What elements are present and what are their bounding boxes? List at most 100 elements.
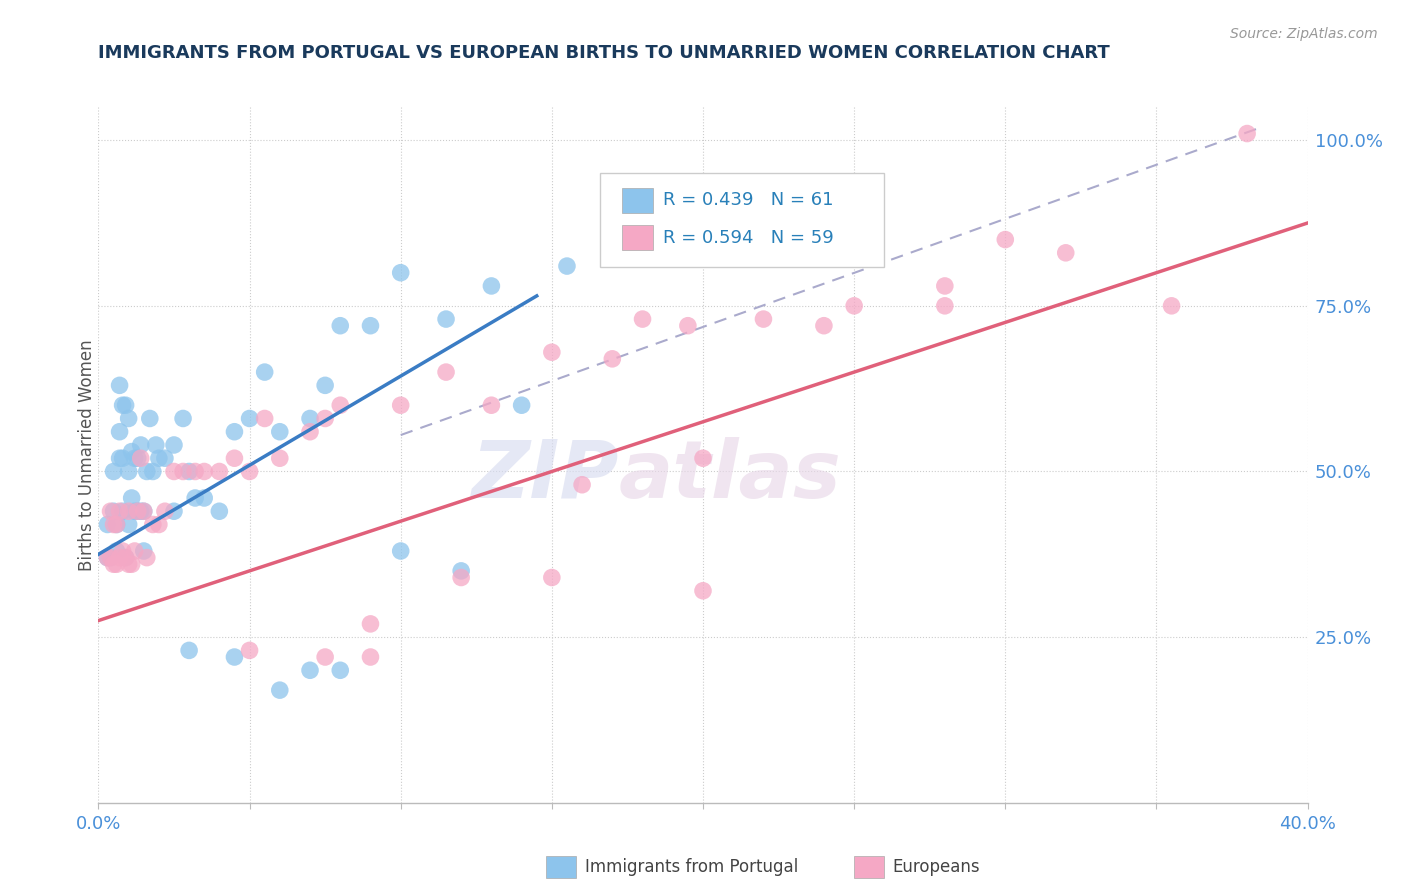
Point bbox=[193, 491, 215, 505]
Point bbox=[105, 544, 128, 558]
Point bbox=[124, 504, 146, 518]
Text: Europeans: Europeans bbox=[893, 858, 980, 876]
Point bbox=[676, 318, 699, 333]
Point bbox=[96, 550, 118, 565]
Point bbox=[239, 465, 262, 479]
Point bbox=[132, 504, 155, 518]
Point bbox=[329, 398, 352, 412]
Point bbox=[114, 550, 136, 565]
Point bbox=[269, 425, 291, 439]
Point bbox=[127, 504, 149, 518]
Point bbox=[105, 517, 128, 532]
Point bbox=[108, 425, 131, 439]
Point bbox=[934, 279, 956, 293]
Point bbox=[844, 299, 866, 313]
Text: ZIP: ZIP bbox=[471, 437, 619, 515]
Point bbox=[224, 425, 246, 439]
Text: atlas: atlas bbox=[619, 437, 841, 515]
Point bbox=[224, 451, 246, 466]
Point bbox=[114, 398, 136, 412]
Point bbox=[253, 365, 276, 379]
Point bbox=[153, 504, 176, 518]
FancyBboxPatch shape bbox=[621, 226, 654, 250]
Point bbox=[163, 438, 186, 452]
Point bbox=[934, 299, 956, 313]
Point bbox=[121, 491, 143, 505]
Point bbox=[389, 398, 412, 412]
Point bbox=[108, 451, 131, 466]
Point bbox=[124, 451, 146, 466]
Point bbox=[100, 504, 122, 518]
Point bbox=[148, 517, 170, 532]
Point bbox=[360, 616, 382, 631]
Point bbox=[114, 550, 136, 565]
Point bbox=[434, 312, 457, 326]
Point bbox=[813, 318, 835, 333]
Point bbox=[571, 477, 593, 491]
FancyBboxPatch shape bbox=[546, 855, 576, 878]
Point bbox=[208, 465, 231, 479]
Point bbox=[108, 504, 131, 518]
Point bbox=[540, 570, 562, 584]
Point bbox=[103, 558, 125, 572]
Point bbox=[129, 438, 152, 452]
Point bbox=[108, 378, 131, 392]
Point bbox=[314, 650, 336, 665]
Point bbox=[555, 259, 578, 273]
Text: R = 0.594   N = 59: R = 0.594 N = 59 bbox=[664, 229, 834, 247]
Point bbox=[239, 411, 262, 425]
Point bbox=[481, 279, 503, 293]
Point bbox=[111, 398, 134, 412]
FancyBboxPatch shape bbox=[621, 188, 654, 213]
Point bbox=[118, 517, 141, 532]
Point bbox=[118, 504, 141, 518]
Point bbox=[184, 465, 207, 479]
Point bbox=[129, 451, 152, 466]
Point bbox=[510, 398, 533, 412]
Point bbox=[96, 517, 118, 532]
Point bbox=[752, 312, 775, 326]
Point bbox=[299, 411, 322, 425]
Point bbox=[129, 504, 152, 518]
Point bbox=[299, 425, 322, 439]
Point bbox=[153, 451, 176, 466]
Point bbox=[994, 233, 1017, 247]
Point bbox=[1236, 127, 1258, 141]
Point bbox=[105, 558, 128, 572]
Point bbox=[142, 517, 165, 532]
Point bbox=[540, 345, 562, 359]
Text: IMMIGRANTS FROM PORTUGAL VS EUROPEAN BIRTHS TO UNMARRIED WOMEN CORRELATION CHART: IMMIGRANTS FROM PORTUGAL VS EUROPEAN BIR… bbox=[98, 45, 1111, 62]
Point bbox=[121, 444, 143, 458]
Point bbox=[103, 465, 125, 479]
Point bbox=[631, 312, 654, 326]
Point bbox=[127, 451, 149, 466]
Point bbox=[1160, 299, 1182, 313]
Point bbox=[103, 517, 125, 532]
Point bbox=[127, 504, 149, 518]
Point bbox=[360, 650, 382, 665]
Point bbox=[450, 570, 472, 584]
Point bbox=[96, 550, 118, 565]
Point bbox=[389, 544, 412, 558]
Point bbox=[132, 544, 155, 558]
Point bbox=[121, 558, 143, 572]
Point bbox=[105, 517, 128, 532]
Point bbox=[118, 558, 141, 572]
Point bbox=[132, 504, 155, 518]
Point bbox=[360, 318, 382, 333]
Point bbox=[389, 266, 412, 280]
Point bbox=[692, 451, 714, 466]
Point bbox=[163, 504, 186, 518]
Point bbox=[269, 683, 291, 698]
Text: Source: ZipAtlas.com: Source: ZipAtlas.com bbox=[1230, 27, 1378, 41]
Point bbox=[100, 550, 122, 565]
Point bbox=[299, 663, 322, 677]
Point bbox=[163, 465, 186, 479]
Point bbox=[239, 643, 262, 657]
Point bbox=[253, 411, 276, 425]
Point bbox=[179, 465, 201, 479]
Point bbox=[139, 411, 162, 425]
Point bbox=[111, 451, 134, 466]
Point bbox=[172, 465, 194, 479]
Point bbox=[314, 378, 336, 392]
